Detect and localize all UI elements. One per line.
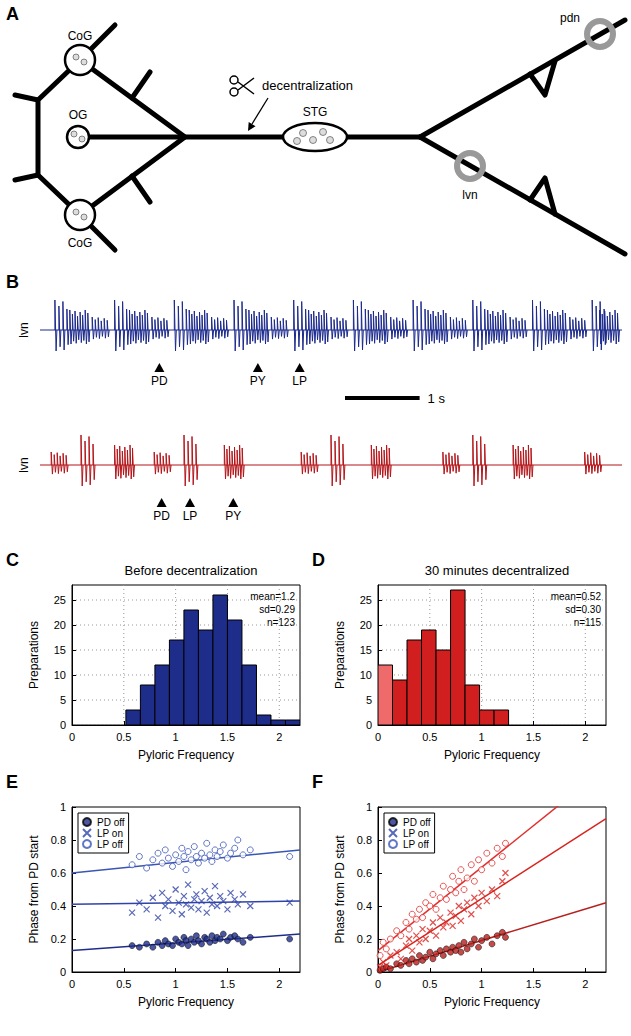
svg-text:0.5: 0.5 [422,978,437,990]
svg-text:1.5: 1.5 [526,731,541,743]
svg-text:Pyloric Frequency: Pyloric Frequency [444,748,540,762]
svg-text:0.5: 0.5 [422,731,437,743]
svg-text:pdn: pdn [560,11,580,25]
svg-text:PD off: PD off [403,817,431,828]
svg-text:1: 1 [173,731,179,743]
svg-text:1.5: 1.5 [220,978,235,990]
svg-text:0.5: 0.5 [116,731,131,743]
svg-text:E: E [6,772,18,792]
svg-text:decentralization: decentralization [262,78,353,93]
svg-text:0.4: 0.4 [51,900,66,912]
svg-text:Pyloric Frequency: Pyloric Frequency [138,995,234,1009]
svg-text:2: 2 [582,978,588,990]
svg-text:0.5: 0.5 [116,978,131,990]
svg-text:1: 1 [173,978,179,990]
svg-text:LP: LP [292,374,307,388]
svg-text:0.2: 0.2 [357,933,372,945]
svg-text:D: D [312,550,325,570]
svg-text:5: 5 [60,694,66,706]
svg-text:Phase from PD start: Phase from PD start [333,835,347,944]
svg-text:lvn: lvn [17,322,31,337]
svg-text:LP off: LP off [97,839,123,850]
svg-text:5: 5 [366,694,372,706]
svg-text:PD: PD [151,374,168,388]
svg-text:0: 0 [375,731,381,743]
svg-text:10: 10 [360,669,372,681]
svg-text:CoG: CoG [68,29,93,43]
svg-text:0: 0 [366,966,372,978]
svg-text:1: 1 [366,801,372,813]
svg-text:15: 15 [54,644,66,656]
svg-text:A: A [6,4,19,24]
svg-text:0: 0 [69,731,75,743]
svg-text:F: F [312,772,323,792]
svg-text:C: C [6,550,19,570]
svg-text:25: 25 [54,594,66,606]
svg-text:1: 1 [60,801,66,813]
svg-text:PD off: PD off [97,817,125,828]
svg-text:1.5: 1.5 [526,978,541,990]
svg-text:Before decentralization: Before decentralization [125,563,258,578]
svg-text:0: 0 [60,966,66,978]
svg-text:2: 2 [276,731,282,743]
svg-text:0.6: 0.6 [357,867,372,879]
svg-text:0.2: 0.2 [51,933,66,945]
svg-text:mean=0.52: mean=0.52 [550,591,601,602]
svg-text:0.8: 0.8 [357,834,372,846]
svg-text:n=115: n=115 [574,617,602,628]
svg-text:1 s: 1 s [428,391,446,406]
svg-text:10: 10 [54,669,66,681]
svg-text:0: 0 [366,719,372,731]
svg-text:0.6: 0.6 [51,867,66,879]
svg-text:Pyloric Frequency: Pyloric Frequency [138,748,234,762]
svg-text:PD: PD [153,509,170,523]
svg-text:20: 20 [360,619,372,631]
svg-text:OG: OG [69,108,88,122]
svg-text:LP on: LP on [403,828,429,839]
svg-text:mean=1.2: mean=1.2 [250,591,295,602]
svg-text:2: 2 [276,978,282,990]
svg-text:sd=0.29: sd=0.29 [259,604,295,615]
svg-text:1: 1 [479,978,485,990]
svg-text:B: B [6,272,19,292]
svg-text:LP on: LP on [97,828,123,839]
svg-text:2: 2 [582,731,588,743]
svg-text:LP: LP [183,509,198,523]
svg-text:LP off: LP off [403,839,429,850]
svg-text:0.8: 0.8 [51,834,66,846]
svg-text:Preparations: Preparations [27,621,41,689]
svg-text:Preparations: Preparations [333,621,347,689]
svg-text:CoG: CoG [68,236,93,250]
svg-text:sd=0.30: sd=0.30 [565,604,601,615]
svg-text:0.4: 0.4 [357,900,372,912]
svg-text:25: 25 [360,594,372,606]
svg-text:0: 0 [60,719,66,731]
svg-text:0: 0 [69,978,75,990]
svg-text:STG: STG [303,105,328,119]
svg-text:PY: PY [250,374,266,388]
svg-text:Phase from PD start: Phase from PD start [27,835,41,944]
svg-text:lvn: lvn [17,457,31,472]
svg-text:Pyloric Frequency: Pyloric Frequency [444,995,540,1009]
svg-text:30 minutes decentralized: 30 minutes decentralized [425,563,570,578]
svg-text:20: 20 [54,619,66,631]
svg-text:0: 0 [375,978,381,990]
svg-text:15: 15 [360,644,372,656]
svg-text:PY: PY [225,509,241,523]
svg-text:1: 1 [479,731,485,743]
svg-text:1.5: 1.5 [220,731,235,743]
svg-text:n=123: n=123 [267,617,296,628]
svg-text:lvn: lvn [462,188,477,202]
